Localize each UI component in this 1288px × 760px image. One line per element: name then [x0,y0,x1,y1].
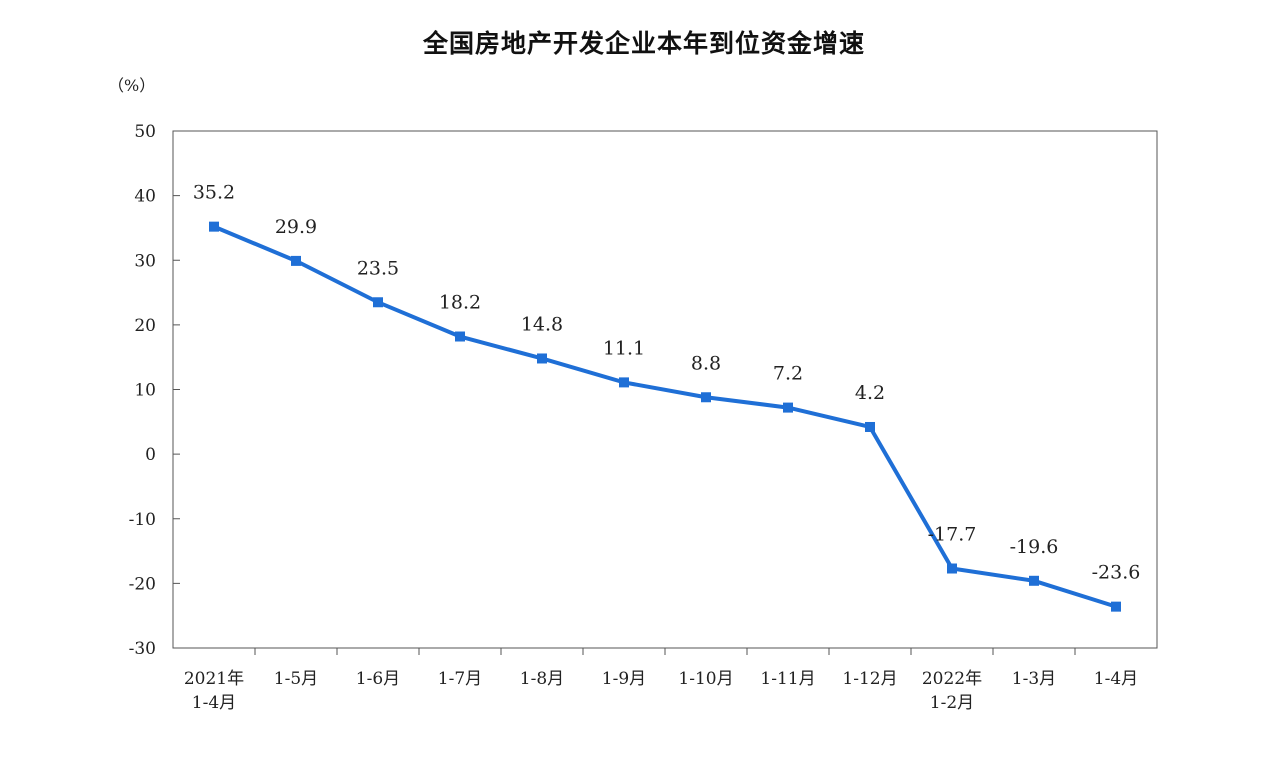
data-label: 29.9 [275,216,317,238]
data-point-marker [1029,575,1039,586]
data-label: 18.2 [439,292,481,314]
x-tick-label: 1-10月 [678,669,733,689]
y-tick-label: -20 [129,574,156,594]
y-tick-label: -30 [129,639,156,659]
x-tick-label: 1-6月 [356,669,400,689]
data-point-marker [291,255,301,266]
x-tick-label: 2022年 1-2月 [922,669,982,713]
data-label: -19.6 [1010,536,1059,558]
data-label: 11.1 [603,337,645,359]
data-point-marker [455,331,465,342]
data-series [209,221,1121,612]
data-point-marker [373,297,383,308]
x-tick-label: 2021年 1-4月 [184,669,244,713]
axes [172,130,1158,655]
data-labels: 35.2 29.9 23.5 18.2 14.8 11.1 8.8 7.2 4.2 -17.7 -1… [193,182,1141,584]
x-tick-label: 1-5月 [274,669,318,689]
data-point-marker [783,402,793,413]
x-tick-label: 1-9月 [602,669,646,689]
series-line [212,224,1118,609]
x-tick-label: 1-4月 [1094,669,1138,689]
data-label: 8.8 [691,352,721,374]
y-tick-label: 50 [134,122,156,142]
y-tick-label: -10 [129,510,156,530]
data-point-marker [701,392,711,403]
x-tick-label: 1-3月 [1012,669,1056,689]
data-point-marker [619,377,629,388]
y-tick-label: 30 [134,251,156,271]
x-tick-label: 1-8月 [520,669,564,689]
data-point-marker [1111,601,1121,612]
data-point-marker [947,563,957,574]
data-label: -23.6 [1092,562,1141,584]
data-point-marker [209,221,219,232]
tick-labels: 50 40 30 20 10 0 -10 -20 -30 2021年 1-4月 1-5月 1-6月 1-7… [129,122,1139,713]
chart-title: 全国房地产开发企业本年到位资金增速 [422,29,865,58]
x-tick-label: 1-11月 [760,669,815,689]
data-label: -17.7 [928,524,977,546]
y-tick-label: 10 [134,381,156,401]
x-tick-label: 1-12月 [842,669,897,689]
y-tick-label: 40 [134,187,156,207]
data-label: 35.2 [193,182,235,204]
y-tick-label: 20 [134,316,156,336]
data-label: 14.8 [521,313,563,335]
data-label: 23.5 [357,257,399,279]
data-label: 7.2 [773,363,803,385]
y-tick-label: 0 [145,445,156,465]
data-point-marker [865,421,875,432]
data-label: 4.2 [855,382,885,404]
y-axis-unit-label: （%） [108,76,156,95]
data-point-marker [537,353,547,364]
x-tick-label: 1-7月 [438,669,482,689]
